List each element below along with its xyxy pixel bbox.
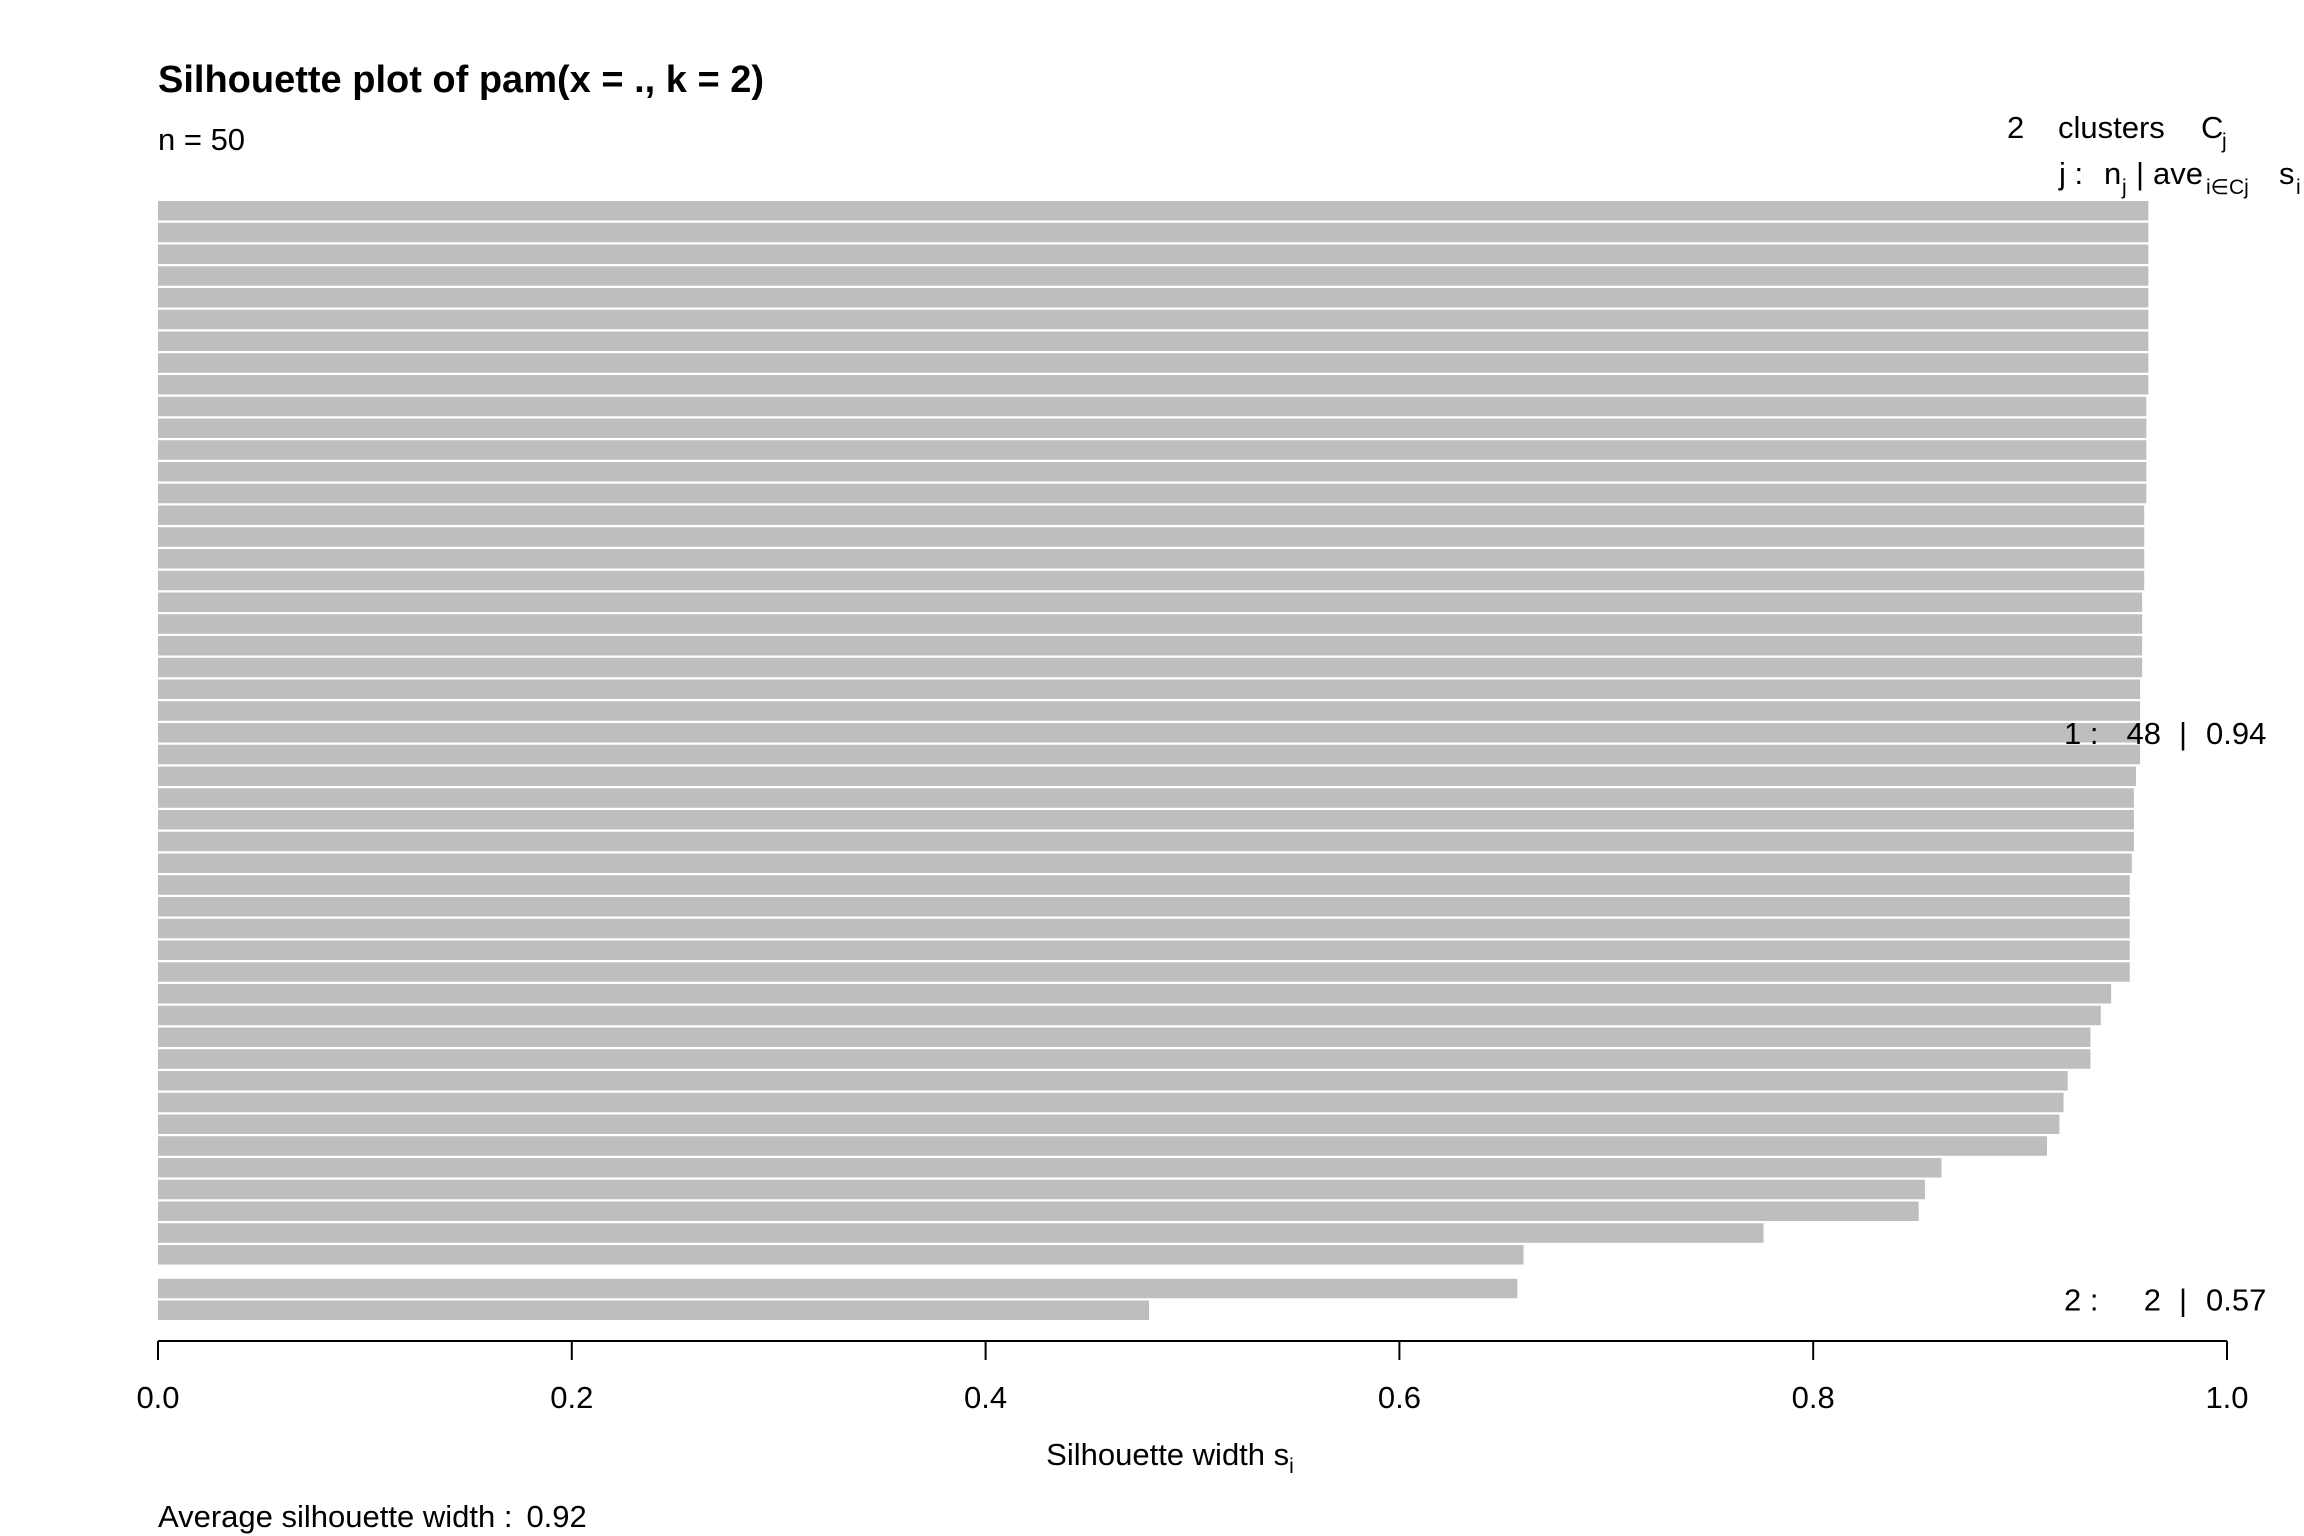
silhouette-bar [158, 1071, 2068, 1091]
header-j: j : [2058, 156, 2083, 191]
silhouette-bar [158, 1201, 1919, 1221]
cluster-header: 2 clusters C j j : n j | ave i∈Cj s i [2007, 110, 2301, 199]
silhouette-bar [158, 657, 2143, 678]
silhouette-bar [158, 375, 2149, 395]
silhouette-bar [158, 636, 2143, 656]
silhouette-bar [158, 875, 2130, 895]
silhouette-bar [158, 614, 2143, 634]
x-tick-label: 0.6 [1378, 1380, 1421, 1415]
silhouette-bar [158, 853, 2132, 873]
silhouette-bar [158, 1092, 2064, 1113]
silhouette-bar [158, 1278, 1518, 1299]
header-n: n [2104, 156, 2121, 191]
silhouette-bar [158, 462, 2147, 482]
silhouette-bar [158, 418, 2147, 438]
header-s: s [2279, 156, 2295, 191]
silhouette-bar [158, 1300, 1150, 1320]
silhouette-bar [158, 440, 2147, 460]
silhouette-bar [158, 592, 2143, 612]
silhouette-bar [158, 353, 2149, 373]
cluster-label-id: 1 : [2064, 716, 2098, 751]
silhouette-bar [158, 679, 2141, 699]
silhouette-bar [158, 1158, 1942, 1178]
x-tick-label: 1.0 [2205, 1380, 2248, 1415]
silhouette-bar [158, 1005, 2101, 1026]
header-n-sub: j [2121, 176, 2127, 199]
silhouette-bar [158, 309, 2149, 330]
silhouette-bar [158, 1136, 2047, 1156]
silhouette-bar [158, 1179, 1925, 1200]
silhouette-bar [158, 1223, 1764, 1243]
silhouette-bar [158, 201, 2149, 221]
x-tick-label: 0.2 [550, 1380, 593, 1415]
cluster-label-avg: 0.94 [2206, 716, 2266, 751]
x-axis-label-main: Silhouette width s [1046, 1437, 1289, 1472]
x-axis: 0.0 0.2 0.4 0.6 0.8 1.0 [136, 1340, 2249, 1415]
silhouette-bar [158, 831, 2134, 852]
silhouette-bar [158, 331, 2149, 351]
cluster-label-1: 1 : 48 | 0.94 [2064, 716, 2266, 751]
silhouette-bar [158, 701, 2141, 721]
cluster-label-sep: | [2179, 716, 2187, 751]
silhouette-bar [158, 1027, 2091, 1047]
silhouette-bar [158, 266, 2149, 286]
silhouette-bar [158, 483, 2147, 504]
cluster-symbol-sub: j [2221, 130, 2227, 153]
silhouette-bar [158, 288, 2149, 308]
silhouette-bar [158, 396, 2147, 417]
x-axis-label: Silhouette width si [1046, 1437, 1294, 1478]
chart-subtitle: n = 50 [158, 122, 245, 157]
header-ave-sub: i∈Cj [2206, 176, 2249, 199]
header-s-sub: i [2296, 176, 2301, 199]
x-tick-label: 0.0 [136, 1380, 179, 1415]
silhouette-bar [158, 505, 2145, 525]
silhouette-bar [158, 897, 2130, 917]
silhouette-bar [158, 788, 2134, 808]
cluster-label-2: 2 : 2 | 0.57 [2064, 1282, 2266, 1317]
clusters-word: clusters [2058, 110, 2165, 145]
chart-title: Silhouette plot of pam(x = ., k = 2) [158, 59, 764, 101]
silhouette-bar [158, 810, 2134, 830]
footer-value: 0.92 [526, 1499, 586, 1534]
silhouette-bar [158, 744, 2141, 765]
silhouette-bar [158, 244, 2149, 264]
header-sep: | [2136, 156, 2144, 191]
x-axis-label-sub: i [1289, 1455, 1294, 1478]
x-tick-label: 0.8 [1792, 1380, 1835, 1415]
silhouette-bar [158, 918, 2130, 939]
silhouette-bar [158, 962, 2130, 982]
silhouette-bar [158, 766, 2136, 786]
silhouette-bar [158, 222, 2149, 243]
cluster-labels-group: 1 : 48 | 0.94 2 : 2 | 0.57 [2064, 716, 2266, 1318]
bars-group [158, 201, 2149, 1320]
cluster-count: 2 [2007, 110, 2024, 145]
header-ave: ave [2153, 156, 2203, 191]
cluster-label-avg: 0.57 [2206, 1282, 2266, 1317]
silhouette-bar [158, 984, 2112, 1004]
silhouette-bar [158, 1114, 2060, 1134]
silhouette-bar [158, 723, 2141, 743]
average-silhouette-width: Average silhouette width : 0.92 [158, 1499, 587, 1534]
x-tick-label: 0.4 [964, 1380, 1007, 1415]
cluster-label-size: 2 [2144, 1282, 2161, 1317]
silhouette-bar [158, 1049, 2091, 1069]
silhouette-bar [158, 1245, 1524, 1265]
cluster-symbol: C [2201, 110, 2223, 145]
silhouette-bar [158, 527, 2145, 547]
cluster-label-sep: | [2179, 1282, 2187, 1317]
silhouette-bar [158, 940, 2130, 960]
cluster-label-size: 48 [2127, 716, 2161, 751]
silhouette-bar [158, 570, 2145, 591]
cluster-label-id: 2 : [2064, 1282, 2098, 1317]
silhouette-bar [158, 549, 2145, 569]
footer-label: Average silhouette width : [158, 1499, 512, 1534]
